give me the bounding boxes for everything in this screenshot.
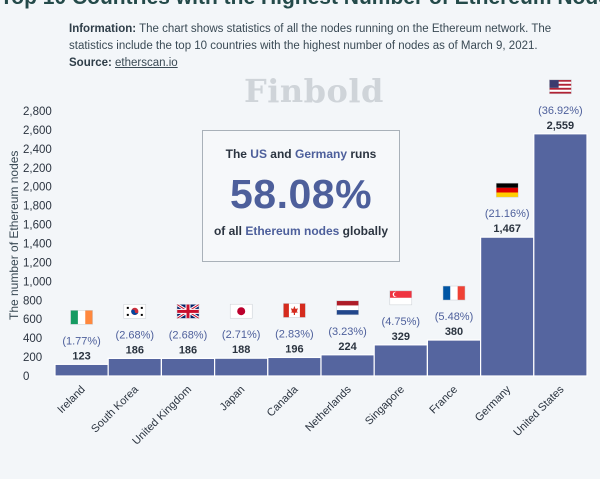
bar-united-states [533,133,588,377]
category-label: France [427,384,460,417]
percent-label: (2.71%) [222,329,261,341]
y-tick-label: 2,200 [23,163,52,175]
y-tick-label: 800 [23,295,42,307]
category-label: United States [511,383,567,439]
info-text: Information: The chart shows statistics … [69,21,569,72]
value-label: 188 [232,344,250,356]
bar-ireland [54,363,109,377]
canada-flag [283,303,306,318]
bar-netherlands [320,354,375,377]
category-label: Netherlands [303,383,354,434]
ireland-flag [70,310,93,325]
bar-united-kingdom [160,357,216,377]
percent-label: (4.75%) [382,316,421,328]
callout-germany: Germany [294,147,348,161]
value-label: 123 [72,350,90,362]
bar-germany [480,236,535,377]
callout-line-1: The US and Germany runs [225,147,377,161]
y-tick-label: 1,600 [23,220,52,232]
bar-japan [214,357,269,377]
value-label: 380 [445,326,463,338]
value-label: 329 [392,331,410,343]
y-tick-label: 1,800 [23,201,52,213]
category-label: Germany [473,383,514,424]
united-states-flag [549,79,572,95]
south-korea-flag [123,304,147,319]
category-label: Singapore [363,384,407,428]
info-body: The chart shows statistics of all the no… [69,23,552,52]
percent-label: (1.77%) [62,335,101,347]
callout-us: US [250,147,267,161]
y-tick-label: 2,400 [23,144,52,156]
percent-label: (2.68%) [169,329,208,341]
value-label: 224 [338,341,357,353]
source-label: Source: [69,57,116,69]
bar-canada [267,356,322,377]
percent-label: (5.48%) [435,311,474,323]
y-tick-label: 2,800 [23,106,52,118]
percent-label: (21.16%) [485,208,530,220]
percent-label: (36.92%) [538,105,583,117]
france-flag [442,285,466,301]
callout-ethereum-nodes: Ethereum nodes [245,224,340,238]
bar-singapore [373,344,429,377]
percent-label: (2.83%) [275,328,314,340]
y-tick-label: 2,000 [23,182,52,194]
y-tick-label: 200 [23,352,42,364]
callout-line-3: of all Ethereum nodes globally [213,224,389,238]
y-tick-label: 400 [23,333,42,345]
bar-south-korea [107,357,162,377]
category-label: United Kingdom [130,384,194,448]
singapore-flag [389,290,413,306]
finbold-watermark: Finbold [244,72,384,110]
value-label: 196 [285,343,303,355]
summary-callout: The US and Germany runs 58.08% of all Et… [202,130,400,262]
callout-percent: 58.08% [229,171,373,217]
info-label: Information: [69,23,137,35]
category-label: Japan [218,384,248,414]
value-label: 186 [179,344,197,356]
percent-label: (3.23%) [328,326,367,338]
value-label: 186 [126,344,144,356]
y-tick-label: 1,200 [23,257,52,269]
bar-france [426,339,482,377]
y-tick-label: 0 [23,371,29,383]
chart-title: Top 10 Countries with the Highest Number… [0,0,600,10]
y-tick-label: 1,400 [23,239,52,251]
germany-flag [495,182,519,198]
value-label: 1,467 [493,223,521,235]
united-kingdom-flag [176,303,200,320]
value-label: 2,559 [547,120,575,132]
y-tick-label: 2,600 [23,125,52,137]
y-tick-label: 1,000 [23,276,52,288]
y-tick-label: 600 [23,314,42,326]
japan-flag [229,303,253,319]
category-label: Ireland [55,384,87,416]
source-link[interactable]: etherscan.io [115,57,178,69]
category-label: South Korea [89,383,141,435]
percent-label: (2.68%) [116,329,155,341]
netherlands-flag [336,300,359,316]
category-label: Canada [265,383,301,419]
